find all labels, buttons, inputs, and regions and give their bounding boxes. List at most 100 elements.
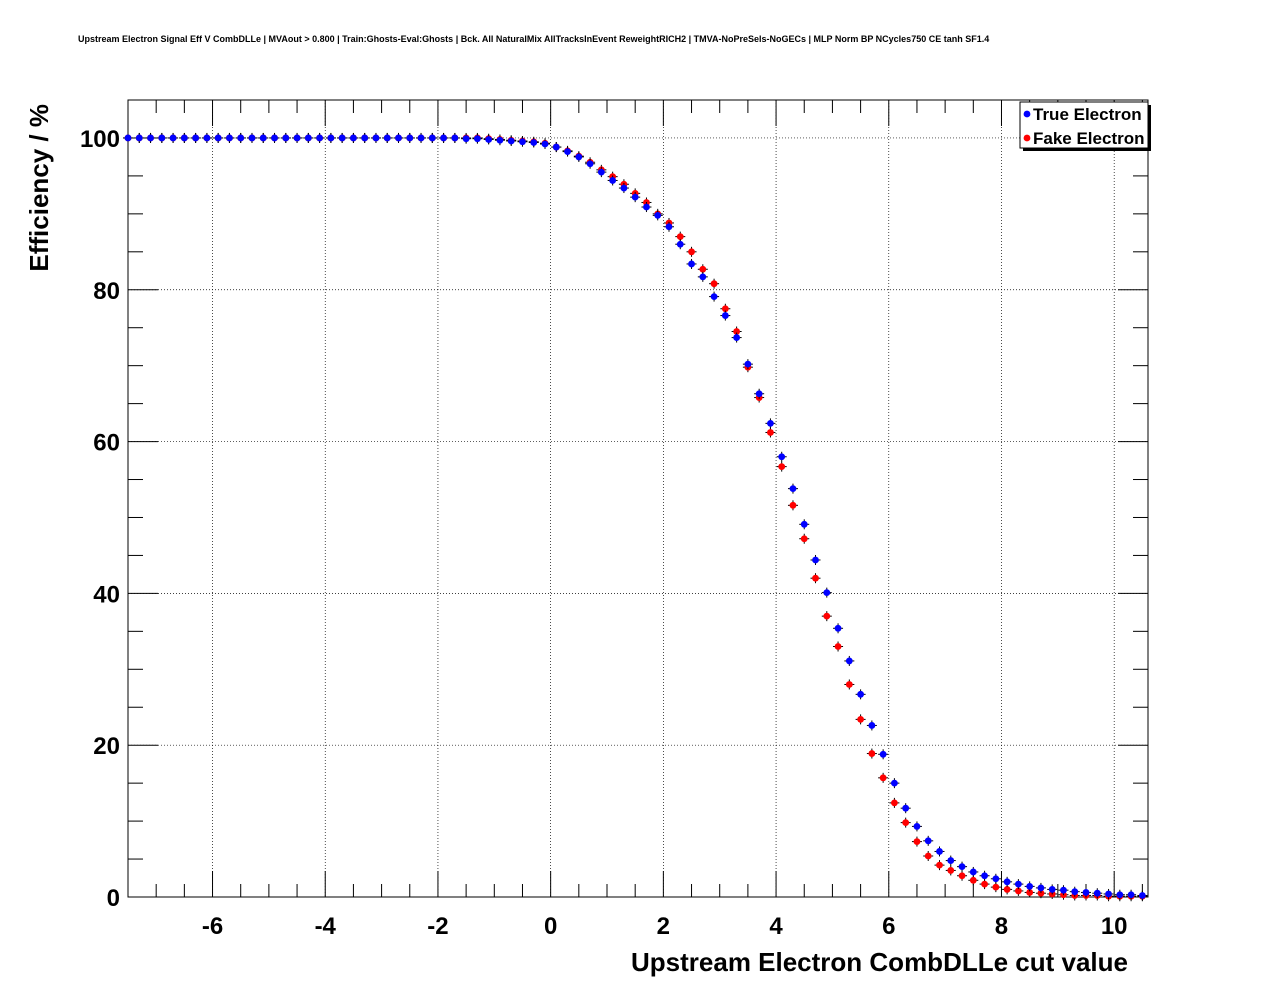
data-point bbox=[778, 453, 786, 461]
x-tick-label: 2 bbox=[657, 913, 670, 940]
data-point bbox=[902, 819, 910, 827]
data-point bbox=[947, 857, 955, 864]
data-point bbox=[643, 203, 650, 211]
legend-box bbox=[1019, 101, 1149, 149]
x-tick-label: -2 bbox=[427, 913, 448, 940]
data-point bbox=[473, 135, 481, 143]
data-point bbox=[857, 690, 864, 698]
data-point bbox=[1037, 889, 1045, 897]
x-tick-label: -6 bbox=[202, 913, 223, 940]
data-point bbox=[214, 134, 222, 142]
data-point bbox=[969, 876, 977, 884]
x-tick-label: 10 bbox=[1101, 913, 1128, 940]
data-point bbox=[350, 134, 357, 142]
data-point bbox=[597, 168, 605, 176]
data-point bbox=[440, 134, 447, 142]
data-point bbox=[192, 134, 200, 142]
data-point bbox=[417, 134, 425, 142]
data-point bbox=[586, 160, 594, 168]
data-point bbox=[676, 240, 684, 248]
data-point bbox=[710, 293, 718, 300]
data-point bbox=[372, 134, 380, 142]
data-point bbox=[812, 556, 819, 564]
data-point bbox=[259, 134, 267, 142]
data-point bbox=[823, 612, 831, 620]
data-point bbox=[124, 134, 132, 142]
data-point bbox=[575, 153, 583, 161]
data-point bbox=[1003, 886, 1011, 893]
data-point bbox=[147, 134, 154, 142]
data-point bbox=[913, 838, 921, 845]
data-point bbox=[823, 589, 831, 597]
ticks-layer bbox=[127, 99, 1148, 898]
data-point bbox=[699, 265, 707, 273]
x-tick-label: 8 bbox=[995, 913, 1008, 940]
data-point bbox=[361, 134, 369, 142]
data-point bbox=[924, 852, 932, 860]
x-tick-label: 0 bbox=[544, 913, 557, 940]
data-point bbox=[1048, 886, 1056, 893]
data-point bbox=[947, 867, 955, 874]
data-point bbox=[428, 134, 436, 142]
data-point bbox=[507, 137, 515, 145]
series-layer bbox=[123, 132, 1148, 902]
data-point bbox=[1082, 889, 1090, 896]
data-point bbox=[383, 134, 391, 142]
data-point bbox=[767, 419, 774, 427]
data-point bbox=[304, 134, 312, 142]
data-point bbox=[316, 134, 324, 142]
data-point bbox=[936, 848, 943, 855]
data-point bbox=[654, 211, 662, 219]
data-point bbox=[879, 774, 887, 782]
data-point bbox=[676, 233, 684, 241]
data-point bbox=[462, 135, 470, 143]
data-point bbox=[631, 193, 639, 201]
data-point bbox=[530, 139, 538, 146]
data-point bbox=[1026, 882, 1034, 890]
grid-layer bbox=[128, 100, 1148, 898]
data-point bbox=[1105, 890, 1112, 898]
data-point bbox=[992, 883, 1000, 891]
data-point bbox=[789, 501, 797, 509]
data-point bbox=[834, 643, 842, 650]
data-point bbox=[958, 863, 966, 871]
data-point bbox=[327, 134, 335, 142]
data-point bbox=[733, 334, 741, 341]
data-point bbox=[992, 875, 1000, 883]
data-point bbox=[203, 134, 211, 142]
data-point bbox=[755, 390, 763, 398]
data-point bbox=[158, 134, 166, 142]
data-point bbox=[293, 134, 301, 142]
data-point bbox=[665, 223, 673, 231]
data-point bbox=[812, 574, 819, 582]
data-point bbox=[721, 312, 729, 319]
y-tick-label: 100 bbox=[80, 126, 120, 153]
data-point bbox=[789, 485, 797, 493]
data-point bbox=[744, 360, 752, 368]
data-point bbox=[451, 134, 459, 142]
x-axis-title: Upstream Electron CombDLLe cut value bbox=[631, 947, 1128, 977]
data-point bbox=[395, 134, 402, 142]
data-point bbox=[981, 872, 988, 880]
data-point bbox=[1037, 884, 1045, 892]
y-tick-label: 80 bbox=[93, 278, 120, 305]
data-point bbox=[958, 872, 966, 880]
data-point bbox=[710, 280, 718, 288]
data-point bbox=[879, 750, 887, 758]
data-point bbox=[271, 134, 278, 142]
y-tick-label: 20 bbox=[93, 733, 120, 760]
data-point bbox=[857, 715, 864, 723]
legend: True Electron Fake Electron bbox=[1019, 101, 1151, 151]
legend-label: True Electron bbox=[1033, 105, 1142, 124]
legend-marker bbox=[1023, 110, 1031, 118]
data-point bbox=[800, 535, 808, 543]
data-point bbox=[485, 136, 493, 143]
data-point bbox=[868, 722, 876, 729]
data-point bbox=[767, 429, 774, 436]
series-fake-electron bbox=[123, 132, 1148, 902]
data-point bbox=[237, 134, 245, 142]
x-tick-label: 6 bbox=[882, 913, 895, 940]
